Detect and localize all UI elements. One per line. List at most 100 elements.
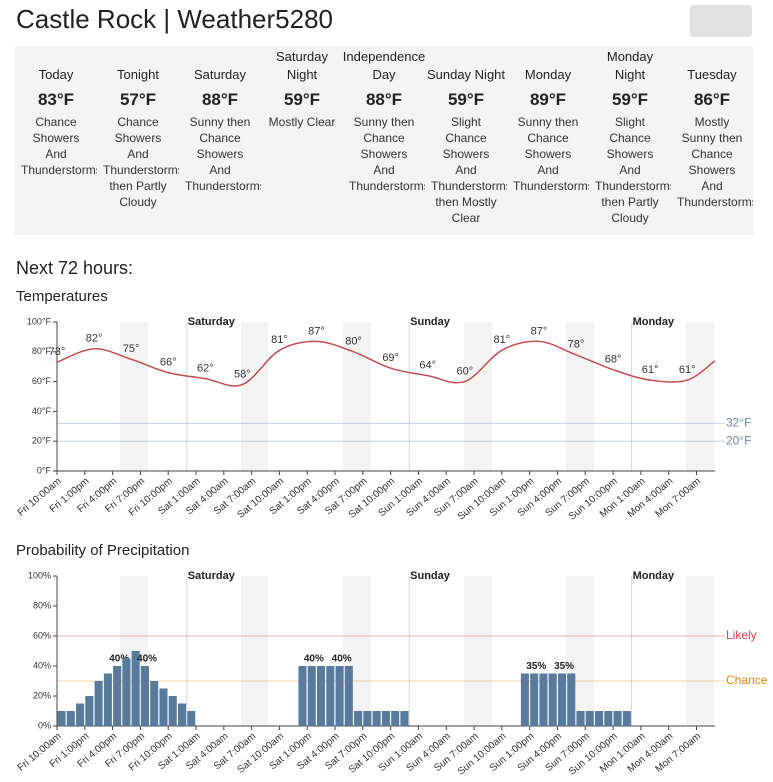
precip-bar [372,711,381,726]
reference-label: Chance [726,673,768,687]
precip-bar [85,696,94,726]
data-label: 68° [605,354,622,366]
forecast-period: Saturday Night 59°F Mostly Clear [261,46,343,235]
period-name: Saturday [193,67,247,82]
period-name: Tonight [117,67,159,82]
period-temp: 88°F [365,90,403,109]
data-label: 40% [304,654,324,665]
precip-bar [613,711,622,726]
y-tick-label: 40°F [32,406,52,416]
data-label: 87° [531,325,548,337]
y-tick-label: 0°F [37,465,52,475]
precip-bar [94,681,103,726]
forecast-panel: Today 83°F Chance Showers And Thunderstorm… [15,46,753,235]
precip-bar [57,711,66,726]
precip-bar [66,711,75,726]
data-label: 58° [234,368,251,380]
y-tick-label: 0% [38,720,51,730]
precip-bar [131,651,140,726]
data-label: 75° [123,343,140,355]
precip-bar [539,673,548,726]
precip-bar [604,711,613,726]
y-tick-label: 60°F [32,376,52,386]
reference-label: Likely [726,628,757,642]
period-name: Sunday Night [426,67,506,82]
y-tick-label: 20% [33,690,51,700]
period-temp: 57°F [119,90,157,109]
page-title: Castle Rock | Weather5280 [16,4,333,34]
y-tick-label: 80% [33,600,51,610]
data-label: 40% [332,654,352,665]
reference-label: 20°F [726,433,751,447]
precip-bar [354,711,363,726]
precip-bar [187,711,196,726]
precip-bar [363,711,372,726]
data-label: 80° [345,336,362,348]
data-label: 69° [382,352,399,364]
data-label: 66° [160,357,177,369]
precip-bar [159,688,168,726]
period-temp: 88°F [201,90,239,109]
data-label: 61° [679,364,696,376]
precip-bar [335,666,344,726]
blurred-badge [690,5,752,37]
precip-bar [567,673,576,726]
reference-label: 32°F [726,415,751,429]
period-desc: Chance Showers And Thunderstorms then Pa… [103,115,179,209]
data-label: 62° [197,363,214,375]
data-label: 73° [49,346,66,358]
data-label: 78° [568,339,585,351]
period-desc: Sunny then Chance Showers And Thundersto… [349,115,425,193]
period-name: Monday [524,67,572,82]
forecast-period: Today 83°F Chance Showers And Thunderstorm… [15,46,97,235]
y-tick-label: 20°F [32,436,52,446]
period-desc: Mostly Sunny then Chance Showers And Thu… [677,115,753,209]
data-label: 81° [494,334,511,346]
period-temp: 59°F [447,90,485,109]
precip-bar [113,666,122,726]
y-tick-label: 100% [28,570,51,580]
period-temp: 86°F [693,90,731,109]
day-label: Saturday [188,316,236,328]
precip-bar [150,681,159,726]
precip-bar [344,666,353,726]
period-temp: 83°F [37,90,75,109]
period-desc: Slight Chance Showers And Thunderstorms … [431,115,507,225]
period-name: Saturday Night [275,49,329,82]
data-label: 60° [456,366,473,378]
precip-bar [326,666,335,726]
day-label: Monday [633,570,675,582]
precip-bar [548,673,557,726]
precip-bar [400,711,409,726]
precip-bar [122,658,131,726]
temperature-line [56,340,716,387]
period-name: Monday Night [606,49,654,82]
forecast-period: Tonight 57°F Chance Showers And Thundersto… [97,46,179,235]
data-label: 61° [642,364,659,376]
day-label: Sunday [410,316,451,328]
data-label: 40% [137,654,157,665]
precip-bar [622,711,631,726]
precip-bar [140,666,149,726]
section-title: Next 72 hours: [16,258,133,278]
data-label: 64° [419,360,436,372]
period-desc: Chance Showers And Thunderstorms [21,115,97,177]
forecast-period: Monday 89°F Sunny then Chance Showers And … [507,46,589,235]
day-label: Saturday [188,570,236,582]
precip-bar [585,711,594,726]
period-desc: Sunny then Chance Showers And Thundersto… [513,115,589,193]
precip-bar [595,711,604,726]
chart-title: Probability of Precipitation [16,542,189,559]
precip-bar [177,703,187,726]
forecast-period: Saturday 88°F Sunny then Chance Showers An… [179,46,261,235]
forecast-period: Sunday Night 59°F Slight Chance Showers An… [425,46,507,235]
precip-bar [391,711,400,726]
night-bands [120,322,714,726]
period-desc: Sunny then Chance Showers And Thundersto… [185,115,261,193]
day-label: Sunday [410,570,451,582]
chart-title: Temperatures [16,288,108,305]
period-name: Independence Day [343,49,425,82]
period-name: Today [38,67,74,82]
precip-bar [103,673,112,726]
